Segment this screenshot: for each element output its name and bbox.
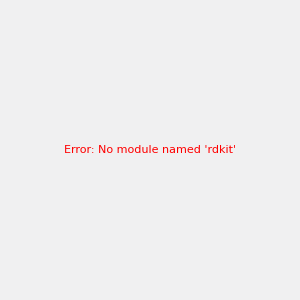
Text: Error: No module named 'rdkit': Error: No module named 'rdkit' [64, 145, 236, 155]
